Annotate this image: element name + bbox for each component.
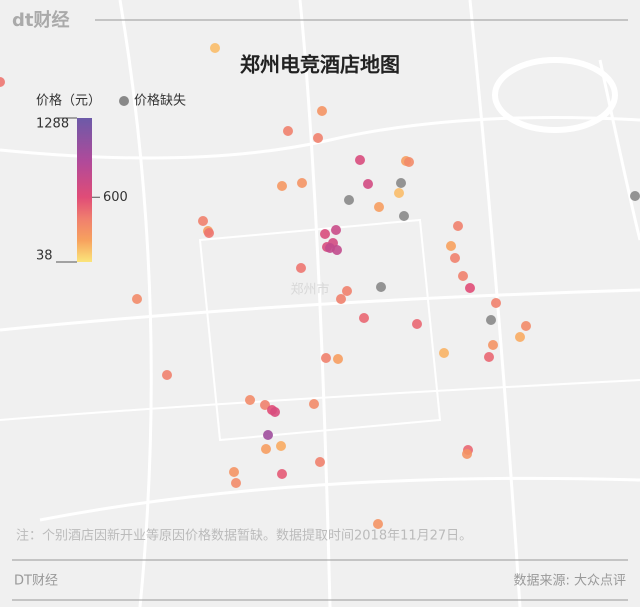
hotel bbox=[439, 348, 449, 358]
hotel bbox=[484, 352, 494, 362]
hotel-missing bbox=[344, 195, 354, 205]
legend-missing-swatch bbox=[119, 96, 129, 106]
hotel bbox=[331, 225, 341, 235]
scale-tick-label: 1288 bbox=[36, 117, 69, 132]
scale-tick-label: 38 bbox=[36, 249, 53, 264]
hotel bbox=[277, 181, 287, 191]
hotel-missing bbox=[396, 178, 406, 188]
logo: dt财经 bbox=[12, 9, 70, 31]
legend-title: 价格（元） bbox=[36, 93, 101, 109]
hotel-missing bbox=[486, 315, 496, 325]
hotel bbox=[359, 313, 369, 323]
hotel-missing bbox=[399, 211, 409, 221]
hotel bbox=[355, 155, 365, 165]
hotel bbox=[446, 241, 456, 251]
hotel bbox=[488, 340, 498, 350]
hotel bbox=[231, 478, 241, 488]
hotel bbox=[198, 216, 208, 226]
hotel bbox=[404, 157, 414, 167]
map-label: 郑州市 bbox=[290, 282, 329, 298]
hotel bbox=[412, 319, 422, 329]
hotel bbox=[373, 519, 383, 529]
hotel bbox=[277, 469, 287, 479]
hotel bbox=[0, 77, 5, 87]
hotel bbox=[333, 354, 343, 364]
hotel bbox=[450, 253, 460, 263]
hotel bbox=[491, 298, 501, 308]
hotel-missing bbox=[630, 191, 640, 201]
hotel bbox=[342, 286, 352, 296]
hotel bbox=[453, 221, 463, 231]
footer-brand: DT财经 bbox=[14, 574, 58, 589]
scale-tick-label: 600 bbox=[103, 190, 128, 205]
hotel bbox=[263, 430, 273, 440]
hotel bbox=[458, 271, 468, 281]
hotel bbox=[321, 353, 331, 363]
hotel bbox=[394, 188, 404, 198]
hotel bbox=[283, 126, 293, 136]
hotel-missing bbox=[376, 282, 386, 292]
hotel bbox=[204, 228, 214, 238]
hotel bbox=[297, 178, 307, 188]
hotel bbox=[313, 133, 323, 143]
legend-missing: 价格缺失 bbox=[134, 93, 186, 109]
hotel bbox=[462, 449, 472, 459]
hotel bbox=[270, 407, 280, 417]
hotel bbox=[296, 263, 306, 273]
hotel bbox=[363, 179, 373, 189]
title: 郑州电竞酒店地图 bbox=[240, 53, 400, 77]
footer-source: 数据来源: 大众点评 bbox=[513, 574, 626, 589]
hotel bbox=[245, 395, 255, 405]
hotel bbox=[260, 400, 270, 410]
hotel bbox=[515, 332, 525, 342]
hotel bbox=[132, 294, 142, 304]
hotel bbox=[374, 202, 384, 212]
hotel bbox=[276, 441, 286, 451]
hotel bbox=[210, 43, 220, 53]
hotel bbox=[315, 457, 325, 467]
color-bar bbox=[77, 118, 92, 262]
hotel bbox=[309, 399, 319, 409]
hotel bbox=[229, 467, 239, 477]
hotel bbox=[261, 444, 271, 454]
hotel bbox=[465, 283, 475, 293]
hotel bbox=[317, 106, 327, 116]
hotel bbox=[162, 370, 172, 380]
hotel bbox=[521, 321, 531, 331]
note: 注：个别酒店因新开业等原因价格数据暂缺。数据提取时间2018年11月27日。 bbox=[16, 528, 472, 544]
hotel bbox=[320, 229, 330, 239]
hotel bbox=[332, 245, 342, 255]
hotel bbox=[336, 294, 346, 304]
